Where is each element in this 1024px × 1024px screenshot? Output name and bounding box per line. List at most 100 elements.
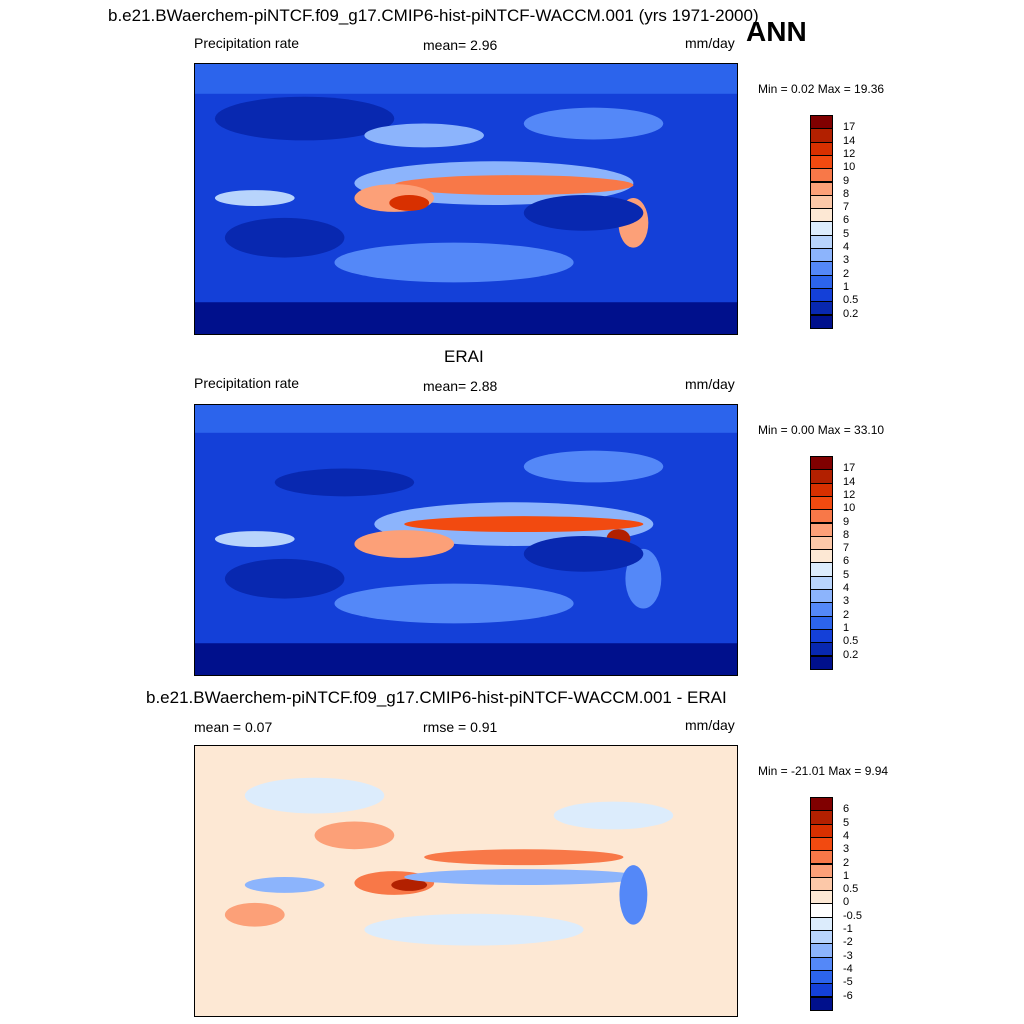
colorbar-swatch [810,890,833,905]
colorbar-swatch [810,234,833,249]
panel1-map [194,63,738,335]
colorbar-swatch [810,248,833,263]
colorbar-swatch [810,602,833,617]
colorbar-swatch [810,509,833,524]
colorbar-swatch [810,642,833,657]
colorbar-swatch [810,456,833,471]
panel2-units: mm/day [685,376,735,392]
panel1-mean: mean= 2.96 [423,37,498,53]
colorbar-tick-label: 17 [843,121,856,134]
colorbar-tick-label: 1 [843,621,850,634]
colorbar-tick-label: 2 [843,608,850,621]
colorbar-tick-label: 4 [843,829,850,842]
colorbar-swatch [810,287,833,303]
colorbar-tick-label: 6 [843,214,850,227]
colorbar-tick-label: 5 [843,568,850,581]
colorbar-swatch [810,628,833,644]
colorbar-swatch [810,903,833,918]
panel2-heading: ERAI [444,347,484,366]
colorbar-swatch [810,943,833,958]
colorbar-swatch [810,535,833,551]
colorbar-tick-label: 12 [843,488,856,501]
panel3-minmax: Min = -21.01 Max = 9.94 [758,764,889,778]
colorbar-tick-label: 3 [843,843,850,856]
panel3-mean: mean = 0.07 [194,719,273,735]
colorbar-swatch [810,274,833,289]
colorbar-swatch [810,261,833,276]
colorbar-tick-label: 14 [843,134,856,147]
colorbar-swatch [810,562,833,577]
colorbar-swatch [810,996,833,1011]
colorbar-tick-label: 0 [843,896,850,909]
colorbar-tick-label: 12 [843,147,856,160]
colorbar-tick-label: 0.5 [843,883,859,896]
colorbar-tick-label: 0.5 [843,635,859,648]
colorbar-swatch [810,823,833,838]
colorbar-tick-label: 6 [843,803,850,816]
panel3-heading: b.e21.BWaerchem-piNTCF.f09_g17.CMIP6-his… [146,688,727,707]
colorbar-swatch [810,876,833,892]
panel3-units: mm/day [685,717,735,733]
colorbar-tick-label: 2 [843,267,850,280]
panel3-map [194,745,738,1017]
colorbar-tick-label: 7 [843,542,850,555]
colorbar-swatch [810,930,833,945]
colorbar-tick-label: 0.2 [843,648,859,661]
panel3-colorbar: 6 5 4 3 2 1 0.5 0 -0.5 -1 -2 -3 -4 -5 -6 [810,797,862,1011]
colorbar-tick-label: 14 [843,475,856,488]
colorbar-tick-label: -3 [843,949,853,962]
colorbar-tick-label: 3 [843,254,850,267]
panel3-field [195,746,737,1016]
colorbar-swatch [810,836,833,852]
colorbar-tick-label: -5 [843,976,853,989]
colorbar-swatch [810,194,833,210]
panel1-minmax: Min = 0.02 Max = 19.36 [758,82,885,96]
colorbar-tick-label: 8 [843,528,850,541]
colorbar-swatch [810,655,833,670]
colorbar-swatch [810,469,833,484]
panel2-field [195,405,737,675]
colorbar-tick-label: 9 [843,515,850,528]
colorbar-swatch [810,549,833,564]
colorbar-swatch [810,221,833,236]
colorbar-tick-label: 10 [843,502,856,515]
season-label: ANN [746,16,807,47]
colorbar-tick-label: 6 [843,555,850,568]
colorbar-swatch [810,115,833,130]
colorbar-swatch [810,916,833,931]
colorbar-tick-label: 0.5 [843,294,859,307]
panel1-field [195,64,737,334]
panel2-variable: Precipitation rate [194,375,300,391]
figure-title: b.e21.BWaerchem-piNTCF.f09_g17.CMIP6-his… [108,6,759,25]
colorbar-tick-label: 5 [843,227,850,240]
colorbar-tick-label: 3 [843,595,850,608]
colorbar-swatch [810,141,833,156]
colorbar-swatch [810,983,833,998]
colorbar-tick-label: 9 [843,174,850,187]
colorbar-swatch [810,522,833,537]
colorbar-swatch [810,181,833,196]
colorbar-tick-label: 8 [843,187,850,200]
colorbar-tick-label: -6 [843,989,853,1002]
panel1-variable: Precipitation rate [194,35,300,51]
colorbar-swatch [810,168,833,183]
colorbar-tick-label: 4 [843,582,850,594]
colorbar-swatch [810,615,833,630]
colorbar-swatch [810,969,833,985]
colorbar-tick-label: 1 [843,280,850,293]
colorbar-tick-label: 10 [843,161,856,174]
colorbar-tick-label: 0.2 [843,307,859,320]
colorbar-swatch [810,956,833,971]
colorbar-tick-label: 2 [843,856,850,869]
colorbar-swatch [810,797,833,812]
colorbar-tick-label: -1 [843,923,853,935]
colorbar-swatch [810,301,833,316]
panel2-minmax: Min = 0.00 Max = 33.10 [758,423,885,437]
panel2-map [194,404,738,676]
colorbar-tick-label: 17 [843,462,856,475]
colorbar-tick-label: 4 [843,241,850,253]
colorbar-swatch [810,128,833,143]
panel3-rmse: rmse = 0.91 [423,719,498,735]
colorbar-swatch [810,850,833,865]
colorbar-swatch [810,810,833,825]
